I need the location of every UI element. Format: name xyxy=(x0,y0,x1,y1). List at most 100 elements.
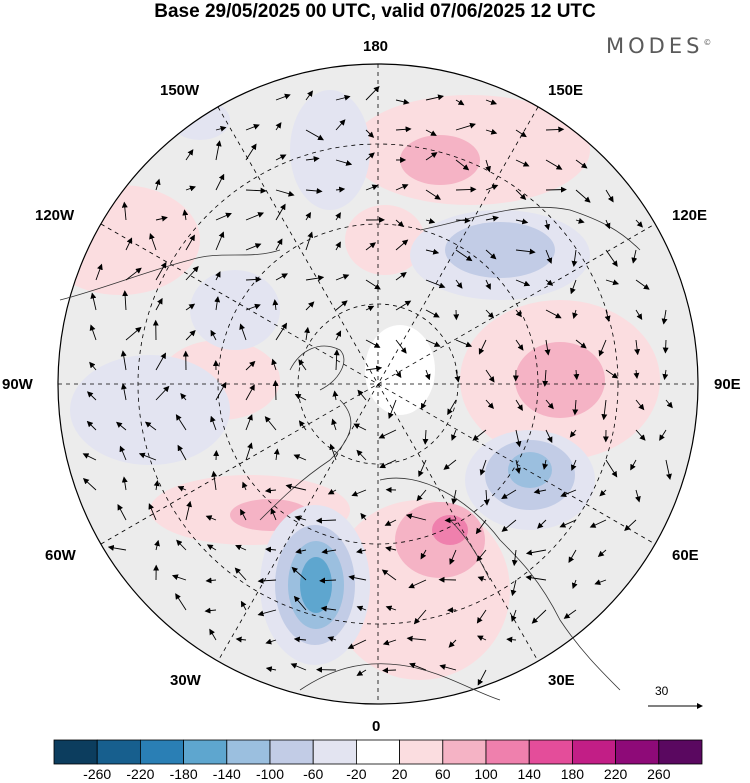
wind-vector-arrow xyxy=(425,152,438,161)
wind-vector-arrow xyxy=(478,339,487,355)
wind-vector-arrow xyxy=(439,664,457,671)
wind-vector-arrow xyxy=(117,504,127,521)
wind-vector-arrow xyxy=(327,488,337,495)
wind-vector-arrow xyxy=(510,609,517,623)
wind-vector-arrow xyxy=(598,339,607,357)
wind-vector-arrow xyxy=(472,429,487,441)
wind-vector-arrow xyxy=(265,666,277,673)
wind-vector-arrow xyxy=(155,215,168,222)
wind-vector-arrow xyxy=(365,339,381,348)
wind-vector-arrow xyxy=(418,459,427,478)
wind-vector-arrow xyxy=(570,279,577,295)
colorbar-swatch xyxy=(183,739,228,765)
wind-vector-arrow xyxy=(319,577,337,584)
wind-vector-arrow xyxy=(537,519,547,529)
wind-vector-arrow xyxy=(215,271,221,281)
wind-vector-arrow xyxy=(515,129,527,138)
wind-vector-arrow xyxy=(378,429,397,439)
wind-vector-arrow xyxy=(155,352,166,371)
wind-vector-arrow xyxy=(631,249,638,264)
wind-vector-arrow xyxy=(575,339,587,349)
wind-vector-arrow xyxy=(272,380,279,401)
colorbar-tick-label: -260 xyxy=(83,766,112,782)
wind-vector-arrow xyxy=(455,99,465,106)
wind-vector-arrow xyxy=(148,503,157,521)
wind-vector-arrow xyxy=(560,489,577,497)
wind-vector-arrow xyxy=(395,300,412,311)
wind-vector-arrow xyxy=(475,519,487,535)
wind-vector-arrow xyxy=(597,549,607,557)
wind-vector-arrow xyxy=(335,212,341,221)
wind-vector-arrow xyxy=(485,215,499,222)
wind-vector-arrow xyxy=(305,301,315,311)
colorbar-tick-label: 220 xyxy=(603,766,628,782)
wind-vector-arrow xyxy=(451,429,457,441)
wind-vector-arrow xyxy=(476,549,487,562)
wind-vector-arrow xyxy=(485,184,499,191)
wind-vector-arrow xyxy=(240,508,247,521)
wind-vector-arrow xyxy=(245,414,253,431)
wind-vector-arrow xyxy=(510,579,517,597)
wind-vector-arrow xyxy=(409,662,427,671)
wind-vector-arrow xyxy=(544,339,551,356)
wind-vector-arrow xyxy=(515,279,531,287)
wind-vector-arrow xyxy=(271,358,278,371)
wind-vector-arrow xyxy=(356,449,367,461)
colorbar-swatch xyxy=(226,739,271,765)
wind-vector-arrow xyxy=(635,219,643,228)
wind-vector-arrow xyxy=(395,239,409,251)
wind-vector-arrow xyxy=(305,231,314,251)
wind-vector-arrow xyxy=(335,159,353,166)
colorbar-tick-label: 260 xyxy=(647,766,671,782)
lon-label-90e: 90E xyxy=(714,376,741,393)
wind-vector-arrow xyxy=(305,275,325,282)
colorbar-tick-label: -60 xyxy=(303,766,324,782)
colorbar-tick-label: -140 xyxy=(212,766,241,782)
wind-vector-arrow xyxy=(563,609,577,619)
colorbar-tick-label: 180 xyxy=(560,766,585,782)
wind-vector-arrow xyxy=(321,548,337,555)
colorbar-tick-label: -220 xyxy=(126,766,155,782)
wind-vector-arrow xyxy=(506,636,517,643)
wind-vector-arrow xyxy=(485,99,498,105)
wind-vector-arrow xyxy=(545,279,554,286)
wind-vector-arrow xyxy=(275,238,283,251)
colorbar-tick-label: 100 xyxy=(474,766,498,782)
wind-vector-arrow xyxy=(477,669,487,686)
graticule xyxy=(58,64,698,704)
lon-label-30w: 30W xyxy=(170,672,201,689)
wind-vector-arrow xyxy=(245,212,265,221)
wind-vector-arrow xyxy=(405,513,427,521)
lon-label-0: 0 xyxy=(372,718,381,735)
wind-vector-arrow xyxy=(381,569,397,581)
wind-vector-arrow xyxy=(545,249,553,264)
wind-vector-arrow xyxy=(455,249,473,262)
wind-vector-arrow xyxy=(215,125,227,132)
wind-vector-arrow xyxy=(205,515,217,521)
colorbar-swatch xyxy=(139,739,184,765)
wind-vector-arrow xyxy=(206,544,217,551)
wind-vector-arrow xyxy=(275,122,282,131)
wind-vector-arrow xyxy=(332,390,339,401)
colorbar-swatch xyxy=(96,739,141,765)
wind-vector-arrow xyxy=(545,159,563,170)
wind-vector-arrow xyxy=(177,444,187,461)
wind-vector-arrow xyxy=(382,639,397,646)
colorbar-tick-label: 20 xyxy=(391,766,408,782)
colorbar-swatch xyxy=(572,739,617,765)
colorbar-swatch xyxy=(355,739,400,765)
wind-vector-arrow xyxy=(533,488,547,495)
wind-vector-arrow xyxy=(82,478,97,491)
wind-vector-arrow xyxy=(185,185,196,192)
wind-vector-arrow xyxy=(572,399,579,416)
wind-vector-arrow xyxy=(185,149,194,161)
wind-vector-arrow xyxy=(335,274,350,281)
wind-vector-arrow xyxy=(425,189,441,200)
wind-vector-arrow xyxy=(515,309,522,318)
wind-vector-arrow xyxy=(235,544,247,551)
wind-vector-arrow xyxy=(82,453,97,461)
wind-vector-arrow xyxy=(214,296,221,311)
wind-vector-arrow xyxy=(265,546,277,553)
wind-vector-arrow xyxy=(171,574,187,581)
wind-vector-arrow xyxy=(559,519,577,528)
